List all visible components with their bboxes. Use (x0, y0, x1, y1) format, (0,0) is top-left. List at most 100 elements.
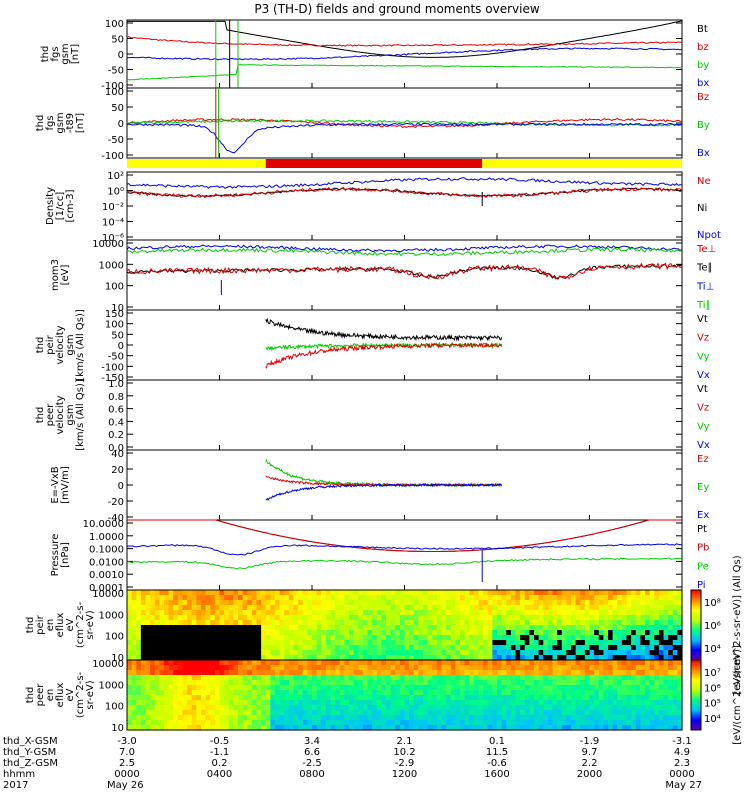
heatmap-cell (127, 600, 133, 606)
footer-value: 0400 (207, 769, 232, 780)
heatmap-cell (654, 675, 660, 681)
heatmap-cell (224, 700, 230, 706)
heatmap-cell (506, 625, 512, 631)
heatmap-cell (390, 695, 396, 701)
heatmap-cell (455, 610, 461, 616)
heatmap-cell (557, 695, 563, 701)
heatmap-cell (228, 720, 234, 726)
heatmap-cell (339, 610, 345, 616)
heatmap-cell (621, 605, 628, 611)
heatmap-cell (349, 590, 355, 596)
heatmap-cell (598, 630, 604, 636)
heatmap-cell (427, 640, 433, 646)
heatmap-cell (196, 645, 202, 651)
heatmap-cell (538, 625, 544, 631)
heatmap-cell (487, 605, 493, 611)
heatmap-cell (219, 695, 225, 701)
heatmap-cell (510, 645, 517, 651)
heatmap-cell (561, 725, 567, 731)
heatmap-cell (150, 595, 156, 601)
heatmap-cell (362, 610, 369, 616)
heatmap-cell (677, 660, 683, 666)
heatmap-cell (219, 590, 225, 596)
heatmap-cell (603, 710, 609, 716)
heatmap-cell (362, 615, 369, 621)
heatmap-cell (561, 720, 567, 726)
y-tick-label: 0 (118, 341, 124, 352)
heatmap-cell (242, 655, 248, 661)
heatmap-cell (358, 675, 364, 681)
heatmap-cell (612, 615, 618, 621)
heatmap-cell (376, 595, 382, 601)
heatmap-cell (131, 715, 137, 721)
heatmap-cell (242, 590, 248, 596)
heatmap-cell (214, 650, 221, 656)
heatmap-cell (608, 695, 614, 701)
footer-value: 11.5 (486, 747, 508, 758)
heatmap-cell (367, 680, 373, 686)
heatmap-cell (409, 700, 415, 706)
heatmap-cell (187, 635, 193, 641)
y-axis-label-line: thd (35, 337, 46, 354)
y-axis-label-line: -t89 (65, 113, 76, 133)
heatmap-cell (381, 665, 387, 671)
heatmap-cell (238, 695, 244, 701)
heatmap-cell (478, 720, 484, 726)
heatmap-cell (358, 665, 364, 671)
heatmap-cell (353, 695, 359, 701)
heatmap-cell (432, 705, 438, 711)
heatmap-cell (358, 655, 364, 661)
heatmap-cell (423, 675, 429, 681)
heatmap-cell (672, 590, 678, 596)
heatmap-cell (159, 645, 165, 651)
heatmap-cell (672, 670, 678, 676)
heatmap-cell (640, 685, 646, 691)
heatmap-cell (626, 665, 632, 671)
heatmap-cell (279, 660, 285, 666)
heatmap-cell (441, 620, 447, 626)
heatmap-cell (571, 715, 577, 721)
heatmap-cell (603, 705, 609, 711)
heatmap-cell (487, 695, 493, 701)
heatmap-cell (395, 685, 401, 691)
heatmap-cell (395, 690, 401, 696)
heatmap-cell (261, 665, 267, 671)
heatmap-cell (325, 640, 332, 646)
heatmap-cell (390, 680, 396, 686)
heatmap-cell (473, 630, 480, 636)
heatmap-cell (534, 635, 540, 641)
heatmap-cell (293, 680, 299, 686)
heatmap-cell (608, 625, 614, 631)
heatmap-cell (150, 660, 156, 666)
heatmap-cell (603, 650, 609, 656)
heatmap-cell (127, 605, 133, 611)
y-tick-label: 10 (111, 723, 124, 734)
heatmap-cell (460, 710, 466, 716)
heatmap-cell (543, 650, 549, 656)
heatmap-cell (358, 620, 364, 626)
heatmap-cell (182, 595, 188, 601)
heatmap-cell (561, 590, 567, 596)
heatmap-cell (617, 665, 623, 671)
heatmap-cell (501, 650, 507, 656)
heatmap-cell (418, 720, 424, 726)
heatmap-cell (672, 725, 678, 731)
heatmap-cell (584, 615, 591, 621)
heatmap-cell (427, 680, 433, 686)
heatmap-cell (261, 705, 267, 711)
y-tick-label: 10000 (92, 239, 124, 250)
heatmap-cell (460, 725, 466, 731)
heatmap-cell (427, 685, 433, 691)
y-axis-label-line: mom3 (50, 259, 61, 291)
heatmap-cell (658, 625, 665, 631)
heatmap-cell (238, 700, 244, 706)
heatmap-cell (238, 670, 244, 676)
heatmap-cell (201, 640, 207, 646)
heatmap-cell (214, 590, 221, 596)
heatmap-cell (201, 675, 207, 681)
heatmap-cell (279, 695, 285, 701)
heatmap-cell (538, 650, 544, 656)
y-tick-label: 0.0010 (89, 570, 124, 581)
heatmap-cell (529, 650, 535, 656)
